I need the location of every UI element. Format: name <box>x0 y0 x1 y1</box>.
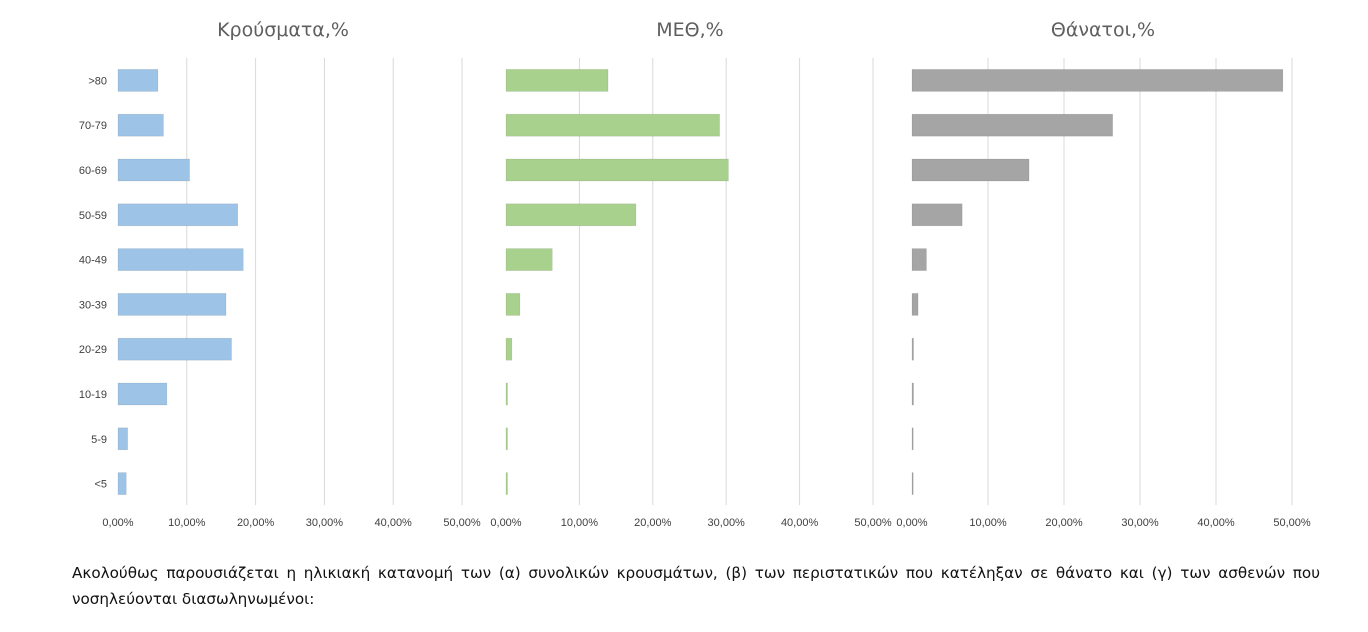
chart-title: Κρούσματα,% <box>217 19 349 41</box>
x-tick-label: 50,00% <box>443 517 481 529</box>
chart-title: Θάνατοι,% <box>1051 19 1155 41</box>
chart-title: ΜΕΘ,% <box>656 19 723 41</box>
x-tick-label: 40,00% <box>375 517 413 529</box>
x-tick-label: 10,00% <box>561 517 599 529</box>
x-tick-label: 10,00% <box>168 517 206 529</box>
bar <box>911 69 1284 92</box>
bar <box>505 158 729 182</box>
bar <box>505 69 609 92</box>
bar <box>911 337 914 361</box>
bar <box>505 293 521 316</box>
bar <box>505 382 508 406</box>
x-tick-label: 30,00% <box>708 517 746 529</box>
bar <box>117 427 128 451</box>
bar <box>505 203 637 227</box>
bar <box>117 203 239 227</box>
bar <box>505 472 508 495</box>
x-tick-label: 40,00% <box>1197 517 1235 529</box>
x-tick-label: 0,00% <box>896 517 927 529</box>
category-label: 5-9 <box>91 434 107 446</box>
bar <box>911 248 927 271</box>
bar <box>911 158 1030 182</box>
x-tick-label: 30,00% <box>1121 517 1159 529</box>
x-tick-label: 0,00% <box>102 517 133 529</box>
bar <box>911 382 914 406</box>
bar <box>505 248 553 271</box>
bar <box>911 427 914 451</box>
bar <box>117 69 159 92</box>
category-label: 70-79 <box>79 120 107 132</box>
bar <box>505 337 513 361</box>
x-tick-label: 40,00% <box>781 517 819 529</box>
x-tick-label: 0,00% <box>490 517 521 529</box>
bar <box>117 158 190 182</box>
category-label: 60-69 <box>79 165 107 177</box>
bar <box>911 293 919 316</box>
bar <box>117 337 232 361</box>
x-tick-label: 20,00% <box>1045 517 1083 529</box>
bar <box>505 427 508 451</box>
bar <box>117 113 164 137</box>
category-label: <5 <box>94 479 107 491</box>
category-label: 30-39 <box>79 299 107 311</box>
bar <box>117 293 227 316</box>
charts-area: 0,00% 10,00% 20,00% 30,00% 40,00% 50,00% Κρούσ… <box>79 19 1311 529</box>
category-label: 40-49 <box>79 255 107 267</box>
bar <box>911 113 1113 137</box>
bar <box>505 113 720 137</box>
x-tick-label: 10,00% <box>969 517 1007 529</box>
category-label: 10-19 <box>79 389 107 401</box>
category-label: >80 <box>88 75 107 87</box>
bar <box>117 472 127 495</box>
category-label: 50-59 <box>79 210 107 222</box>
bar <box>117 248 244 271</box>
x-tick-label: 30,00% <box>306 517 344 529</box>
category-label: 20-29 <box>79 344 107 356</box>
x-tick-label: 20,00% <box>237 517 275 529</box>
x-tick-label: 20,00% <box>634 517 672 529</box>
x-tick-label: 50,00% <box>854 517 892 529</box>
bar <box>911 203 963 227</box>
bar <box>117 382 168 406</box>
caption-text: Ακολούθως παρουσιάζεται η ηλικιακή καταν… <box>72 564 1320 608</box>
x-tick-label: 50,00% <box>1273 517 1311 529</box>
bar <box>911 472 914 495</box>
